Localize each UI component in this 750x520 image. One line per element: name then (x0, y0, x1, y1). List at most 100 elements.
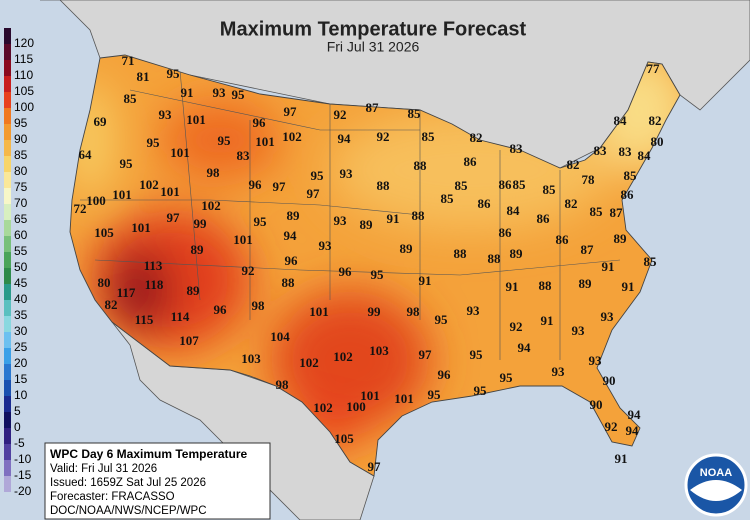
temperature-label: 86 (537, 211, 551, 226)
temperature-label: 96 (438, 367, 452, 382)
temperature-label: 95 (371, 267, 385, 282)
temperature-label: 95 (167, 66, 181, 81)
temperature-label: 97 (284, 104, 298, 119)
temperature-label: 97 (273, 179, 287, 194)
temperature-label: 95 (232, 87, 246, 102)
temperature-label: 89 (360, 217, 374, 232)
legend-level: 75 (14, 180, 28, 194)
temperature-label: 85 (408, 106, 422, 121)
temperature-label: 87 (610, 205, 624, 220)
temperature-label: 93 (340, 166, 354, 181)
temperature-label: 101 (309, 304, 329, 319)
info-issued: Issued: 1659Z Sat Jul 25 2026 (50, 477, 206, 489)
temperature-label: 99 (194, 216, 208, 231)
legend-level: 110 (14, 68, 33, 82)
legend-level: 70 (14, 196, 28, 210)
temperature-label: 80 (98, 275, 111, 290)
temperature-label: 86 (621, 187, 635, 202)
temperature-label: 101 (233, 232, 253, 247)
temperature-label: 84 (614, 113, 628, 128)
temperature-label: 101 (360, 388, 380, 403)
legend-swatch (4, 76, 11, 92)
temperature-label: 92 (377, 129, 390, 144)
legend-swatch (4, 252, 11, 268)
temperature-label: 85 (590, 204, 604, 219)
temperature-label: 96 (253, 115, 267, 130)
temperature-label: 95 (428, 387, 442, 402)
legend-level: 10 (14, 388, 28, 402)
legend-level: 115 (14, 52, 33, 66)
temperature-label: 85 (124, 91, 138, 106)
noaa-logo-wave (690, 480, 742, 501)
temperature-label: 77 (647, 61, 661, 76)
legend-level: 20 (14, 356, 28, 370)
temperature-label: 91 (615, 451, 628, 466)
temperature-label: 93 (589, 353, 603, 368)
temperature-label: 82 (567, 157, 580, 172)
temperature-label: 95 (311, 168, 325, 183)
legend-level: 60 (14, 228, 28, 242)
temperature-label: 90 (590, 397, 603, 412)
info-source: DOC/NOAA/NWS/NCEP/WPC (50, 505, 207, 517)
info-forecaster: Forecaster: FRACASSO (50, 491, 175, 503)
temperature-label: 91 (602, 259, 615, 274)
legend-level: 85 (14, 148, 28, 162)
temperature-label: 86 (499, 225, 513, 240)
legend-swatch (4, 124, 11, 140)
temperature-label: 101 (186, 112, 206, 127)
temperature-label: 103 (241, 351, 261, 366)
temperature-label: 115 (135, 312, 154, 327)
temperature-label: 93 (213, 85, 227, 100)
temperature-label: 69 (94, 114, 108, 129)
temperature-label: 92 (334, 107, 347, 122)
temperature-label: 95 (474, 383, 488, 398)
temperature-label: 98 (276, 377, 290, 392)
temperature-label: 94 (518, 340, 532, 355)
legend-swatch (4, 28, 11, 44)
temperature-label: 89 (579, 276, 593, 291)
legend-level: 15 (14, 372, 28, 386)
temperature-label: 89 (191, 242, 205, 257)
temperature-label: 113 (144, 258, 163, 273)
temperature-label: 88 (454, 246, 468, 261)
temperature-label: 82 (649, 113, 662, 128)
temperature-label: 99 (368, 304, 382, 319)
temperature-label: 93 (334, 213, 348, 228)
temperature-label: 91 (541, 313, 554, 328)
temperature-label: 89 (510, 246, 524, 261)
temperature-label: 89 (287, 208, 301, 223)
temperature-label: 94 (338, 131, 352, 146)
temperature-label: 102 (282, 129, 302, 144)
temperature-label: 96 (285, 253, 299, 268)
info-valid: Valid: Fri Jul 31 2026 (50, 463, 157, 475)
temperature-label: 88 (282, 275, 296, 290)
temperature-label: 98 (207, 165, 221, 180)
temperature-label: 102 (139, 177, 159, 192)
temperature-label: 92 (605, 419, 618, 434)
temperature-label: 100 (346, 399, 366, 414)
temperature-label: 94 (626, 423, 640, 438)
temperature-label: 80 (651, 134, 664, 149)
legend-level: 0 (14, 420, 21, 434)
legend-level: 120 (14, 36, 34, 50)
temperature-label: 83 (594, 143, 608, 158)
temperature-label: 103 (369, 343, 389, 358)
temperature-label: 97 (368, 459, 382, 474)
temperature-label: 88 (412, 208, 426, 223)
temperature-label: 96 (339, 264, 353, 279)
legend-level: -5 (14, 436, 25, 450)
temperature-label: 92 (242, 263, 255, 278)
temperature-label: 102 (333, 349, 353, 364)
temperature-label: 85 (543, 182, 557, 197)
legend-swatch (4, 364, 11, 380)
legend-swatch (4, 428, 11, 444)
info-title: WPC Day 6 Maximum Temperature (50, 447, 247, 461)
temperature-label: 101 (131, 220, 151, 235)
legend-swatch (4, 332, 11, 348)
temperature-label: 98 (252, 298, 266, 313)
temperature-label: 90 (603, 373, 616, 388)
temperature-label: 91 (506, 279, 519, 294)
temperature-label: 89 (614, 231, 628, 246)
temperature-label: 95 (470, 347, 484, 362)
